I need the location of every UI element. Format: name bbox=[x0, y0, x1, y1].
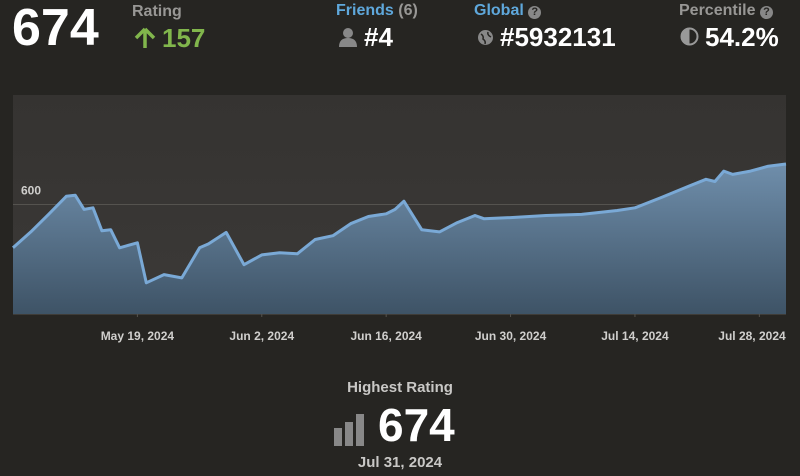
area bbox=[13, 164, 786, 314]
rating: 674 bbox=[12, 0, 99, 57]
line bbox=[12, 162, 787, 285]
help-icon[interactable]: ? bbox=[759, 6, 773, 19]
bars-icon bbox=[334, 414, 364, 446]
percentile: 54.2% bbox=[705, 22, 779, 52]
x-tick-label: Jun 2, 2024 bbox=[229, 329, 294, 343]
percentile-text: Percentile bbox=[679, 2, 756, 19]
rating-change: 157 bbox=[162, 23, 206, 53]
highest-rating: 674 bbox=[378, 399, 455, 451]
x-tick-label: Jul 14, 2024 bbox=[601, 329, 669, 343]
highest-label: Highest Rating bbox=[347, 379, 453, 396]
x-tick-label: Jul 28, 2024 bbox=[718, 329, 786, 343]
friends-link[interactable]: Friends bbox=[336, 2, 394, 19]
x-tick-label: Jun 16, 2024 bbox=[350, 329, 422, 343]
y-tick-label: 600 bbox=[21, 184, 41, 198]
friends-rank: #4 bbox=[364, 22, 393, 52]
global-rank: #5932131 bbox=[500, 22, 616, 52]
percentile-label: Percentile ? bbox=[679, 2, 773, 20]
rating-label: Rating bbox=[132, 3, 182, 20]
half-circle-icon bbox=[680, 27, 699, 46]
globe-icon bbox=[478, 30, 493, 45]
x-tick-label: Jun 30, 2024 bbox=[475, 329, 547, 343]
friends-count: (6) bbox=[398, 2, 418, 19]
friends-label[interactable]: Friends (6) bbox=[336, 2, 418, 20]
global-label[interactable]: Global ? bbox=[474, 2, 542, 20]
help-icon[interactable]: ? bbox=[528, 6, 542, 19]
up-arrow bbox=[134, 27, 156, 48]
highest-date: Jul 31, 2024 bbox=[357, 454, 443, 471]
person-icon bbox=[339, 28, 357, 47]
global-link[interactable]: Global bbox=[474, 2, 524, 19]
x-tick-label: May 19, 2024 bbox=[101, 329, 175, 343]
